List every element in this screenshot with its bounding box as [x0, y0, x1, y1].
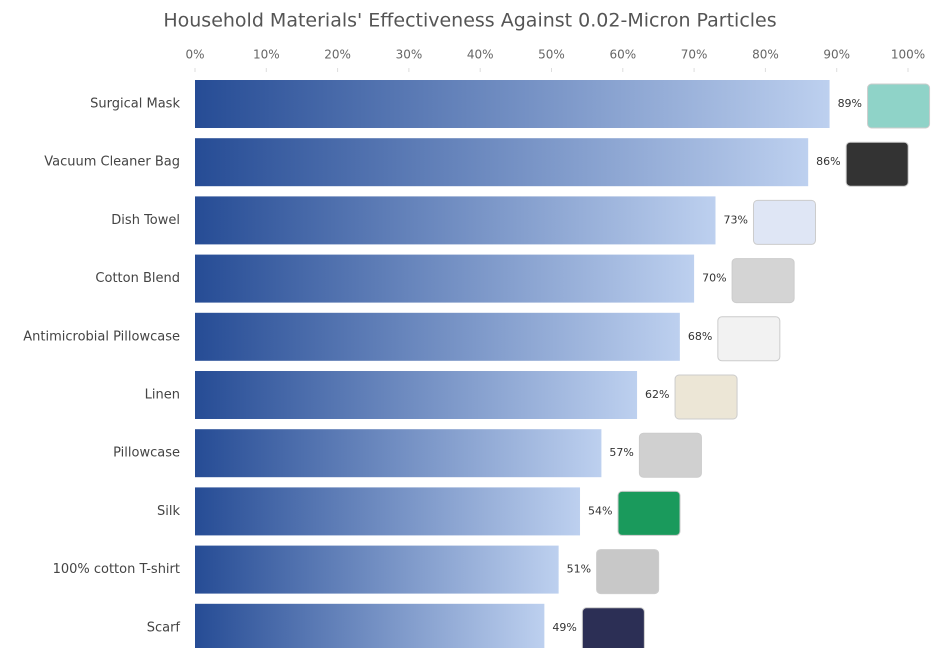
material-image: [867, 83, 931, 129]
value-label: 49%: [552, 621, 576, 634]
material-image: [596, 549, 660, 595]
x-tick-label: 40%: [467, 48, 494, 62]
bar: [195, 80, 830, 128]
y-tick-label: Antimicrobial Pillowcase: [23, 329, 180, 344]
y-tick-label: 100% cotton T-shirt: [53, 562, 180, 577]
bar: [195, 138, 809, 187]
bar: [195, 254, 695, 303]
y-tick-label: Dish Towel: [111, 213, 180, 228]
x-tick-label: 30%: [396, 48, 423, 62]
x-tick-label: 80%: [752, 48, 779, 62]
material-image: [581, 607, 645, 648]
x-tick-label: 20%: [324, 48, 351, 62]
material-image: [674, 374, 738, 420]
x-tick-label: 50%: [538, 48, 565, 62]
y-tick-label: Scarf: [147, 620, 181, 635]
bar: [195, 487, 581, 536]
value-label: 57%: [609, 446, 633, 459]
value-label: 73%: [723, 213, 747, 226]
x-tick-label: 60%: [609, 48, 636, 62]
y-tick-label: Vacuum Cleaner Bag: [44, 155, 180, 170]
value-label: 51%: [567, 563, 591, 576]
chart-title: Household Materials' Effectiveness Again…: [163, 10, 776, 32]
bar: [195, 429, 602, 478]
y-tick-label: Silk: [157, 504, 180, 519]
material-image: [752, 199, 816, 245]
y-tick-label: Pillowcase: [113, 446, 180, 461]
bar: [195, 371, 638, 419]
material-image: [617, 490, 681, 536]
value-label: 54%: [588, 504, 612, 517]
material-image: [717, 316, 781, 362]
bar: [195, 312, 680, 361]
bar: [195, 545, 559, 594]
bar: [195, 603, 545, 648]
y-tick-label: Linen: [145, 388, 180, 403]
y-tick-label: Cotton Blend: [95, 271, 180, 286]
x-tick-label: 0%: [185, 48, 204, 62]
x-tick-label: 90%: [823, 48, 850, 62]
x-tick-label: 100%: [891, 48, 925, 62]
material-image: [638, 432, 702, 478]
material-image: [845, 141, 909, 187]
value-label: 68%: [688, 330, 712, 343]
value-label: 89%: [838, 97, 862, 110]
x-tick-label: 10%: [253, 48, 280, 62]
value-label: 86%: [816, 155, 840, 168]
material-image: [731, 258, 795, 304]
value-label: 62%: [645, 388, 669, 401]
bar: [195, 196, 716, 245]
y-tick-label: Surgical Mask: [90, 97, 180, 112]
value-label: 70%: [702, 272, 726, 285]
x-tick-label: 70%: [681, 48, 708, 62]
